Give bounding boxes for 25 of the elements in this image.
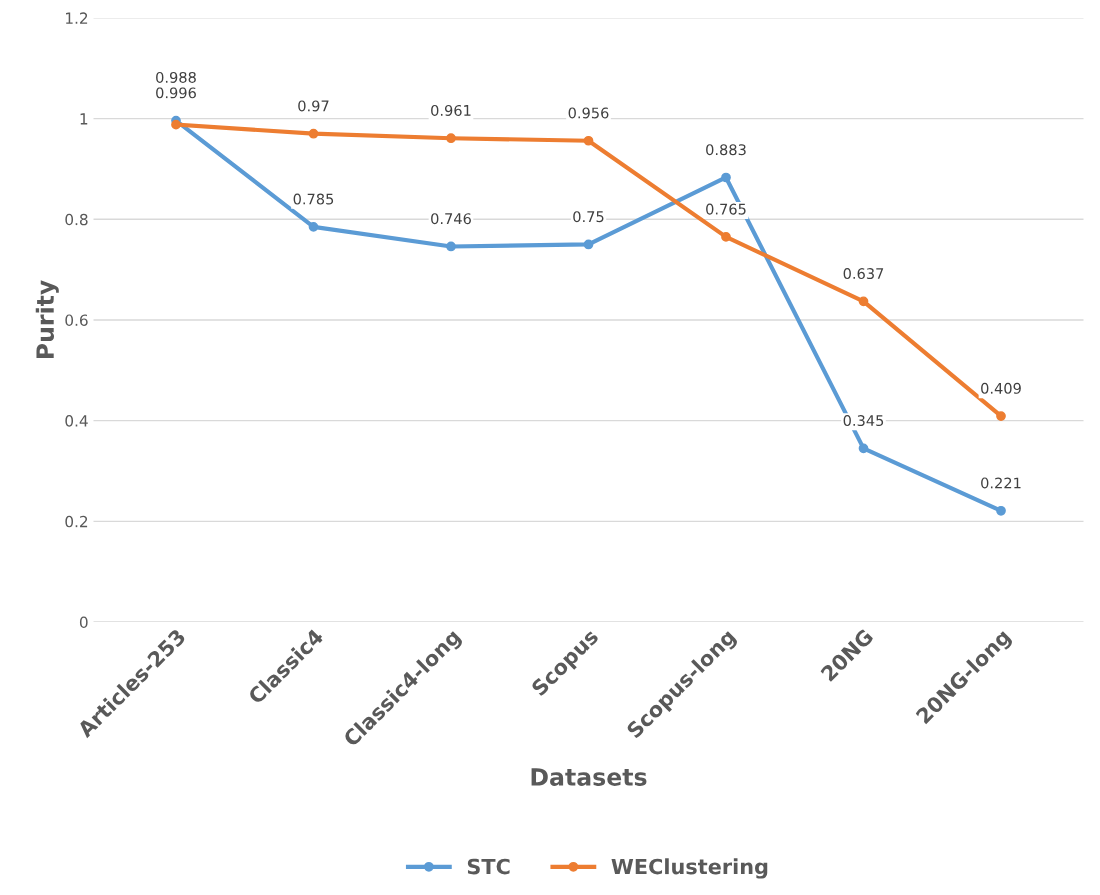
y-axis-title: Purity	[35, 280, 59, 359]
y-tick-label: 0.4	[65, 415, 88, 427]
data-label: 0.746	[431, 213, 471, 225]
data-label: 0.221	[981, 477, 1021, 489]
y-tick-label: 0.6	[65, 314, 88, 326]
data-label: 0.996	[156, 87, 196, 99]
data-label: 0.75	[573, 211, 604, 223]
data-label: 0.785	[293, 193, 334, 205]
data-label: 0.988	[156, 71, 196, 83]
y-tick-label: 1.2	[66, 12, 88, 24]
legend-label: WEClustering	[611, 858, 768, 879]
y-tick-label: 0.2	[65, 515, 88, 528]
data-label: 0.97	[298, 100, 329, 112]
data-label: 0.345	[843, 415, 884, 427]
data-label: 0.765	[706, 203, 746, 215]
y-tick-label: 0	[79, 616, 88, 629]
y-tick-label: 1	[80, 113, 88, 125]
data-label: 0.637	[843, 268, 884, 280]
data-label: 0.956	[568, 107, 609, 119]
y-tick-label: 0.8	[65, 213, 88, 226]
legend-label: STC	[467, 858, 510, 875]
data-label: 0.961	[431, 104, 471, 116]
data-label: 0.883	[706, 144, 746, 156]
data-label: 0.409	[981, 382, 1021, 394]
x-axis-title: Datasets	[531, 768, 647, 786]
